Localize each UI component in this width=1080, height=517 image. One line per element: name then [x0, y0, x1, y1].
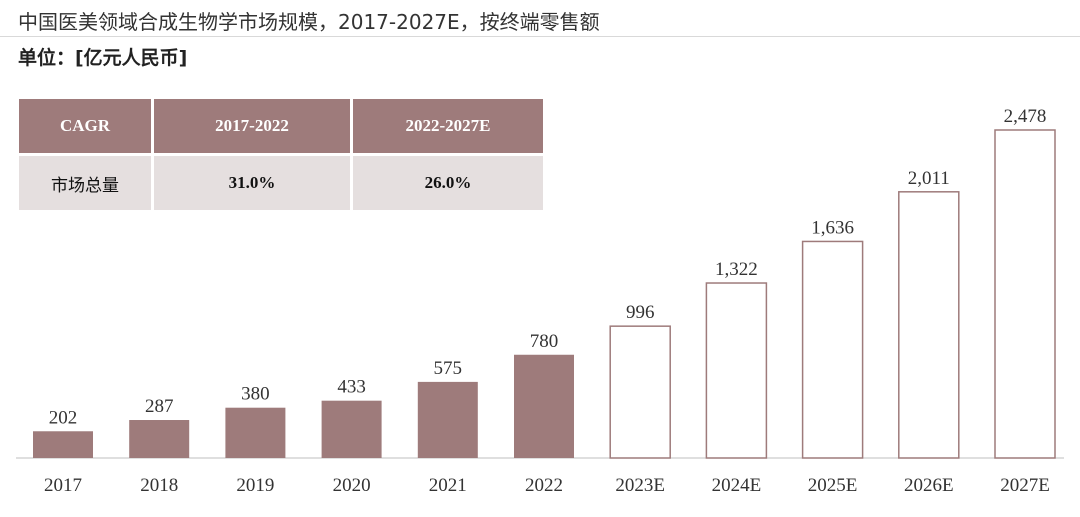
x-tick-2026E: 2026E	[904, 475, 954, 496]
x-tick-2020: 2020	[333, 475, 371, 496]
chart-title: 中国医美领域合成生物学市场规模，2017-2027E，按终端零售额	[18, 10, 600, 34]
x-tick-2017: 2017	[44, 475, 82, 496]
value-label-2023E: 996	[626, 302, 655, 323]
title-divider	[0, 36, 1080, 37]
x-tick-2024E: 2024E	[712, 475, 762, 496]
cagr-table: CAGR 2017-2022 2022-2027E 市场总量 31.0% 26.…	[16, 96, 546, 213]
bar-2023E	[609, 325, 671, 459]
bar-2025E	[801, 240, 864, 459]
value-label-2018: 287	[145, 396, 174, 417]
bar-2027E	[994, 129, 1056, 459]
cagr-header-row: CAGR 2017-2022 2022-2027E	[16, 96, 546, 156]
value-label-2019: 380	[241, 384, 270, 405]
cagr-header-period-2: 2022-2027E	[350, 96, 546, 156]
cagr-header-period-1: 2017-2022	[151, 96, 353, 156]
value-label-2022: 780	[530, 331, 559, 352]
bar-2017	[33, 431, 93, 458]
value-label-2020: 433	[337, 377, 366, 398]
bar-2022	[514, 354, 574, 458]
cagr-value-row: 市场总量 31.0% 26.0%	[16, 153, 546, 213]
bar-2019	[225, 407, 286, 458]
unit-label: 单位：[亿元人民币]	[18, 47, 188, 69]
value-label-2017: 202	[49, 407, 78, 428]
cagr-value-period-1: 31.0%	[151, 153, 353, 213]
x-tick-2025E: 2025E	[808, 475, 858, 496]
x-tick-2021: 2021	[429, 475, 467, 496]
x-tick-2027E: 2027E	[1000, 475, 1050, 496]
value-label-2027E: 2,478	[1004, 106, 1047, 127]
bar-2021	[417, 381, 478, 458]
cagr-row-label: 市场总量	[16, 153, 154, 213]
cagr-header-label: CAGR	[16, 96, 154, 156]
value-label-2021: 575	[434, 358, 463, 379]
bar-2026E	[898, 191, 960, 459]
value-label-2024E: 1,322	[715, 259, 758, 280]
x-tick-2022: 2022	[525, 475, 563, 496]
bar-2024E	[705, 282, 768, 459]
x-tick-2023E: 2023E	[615, 475, 665, 496]
bar-2018	[129, 420, 190, 458]
bar-2020	[321, 400, 382, 458]
x-tick-2018: 2018	[140, 475, 178, 496]
x-tick-2019: 2019	[236, 475, 274, 496]
value-label-2025E: 1,636	[811, 217, 854, 238]
cagr-value-period-2: 26.0%	[350, 153, 546, 213]
value-label-2026E: 2,011	[908, 168, 950, 189]
